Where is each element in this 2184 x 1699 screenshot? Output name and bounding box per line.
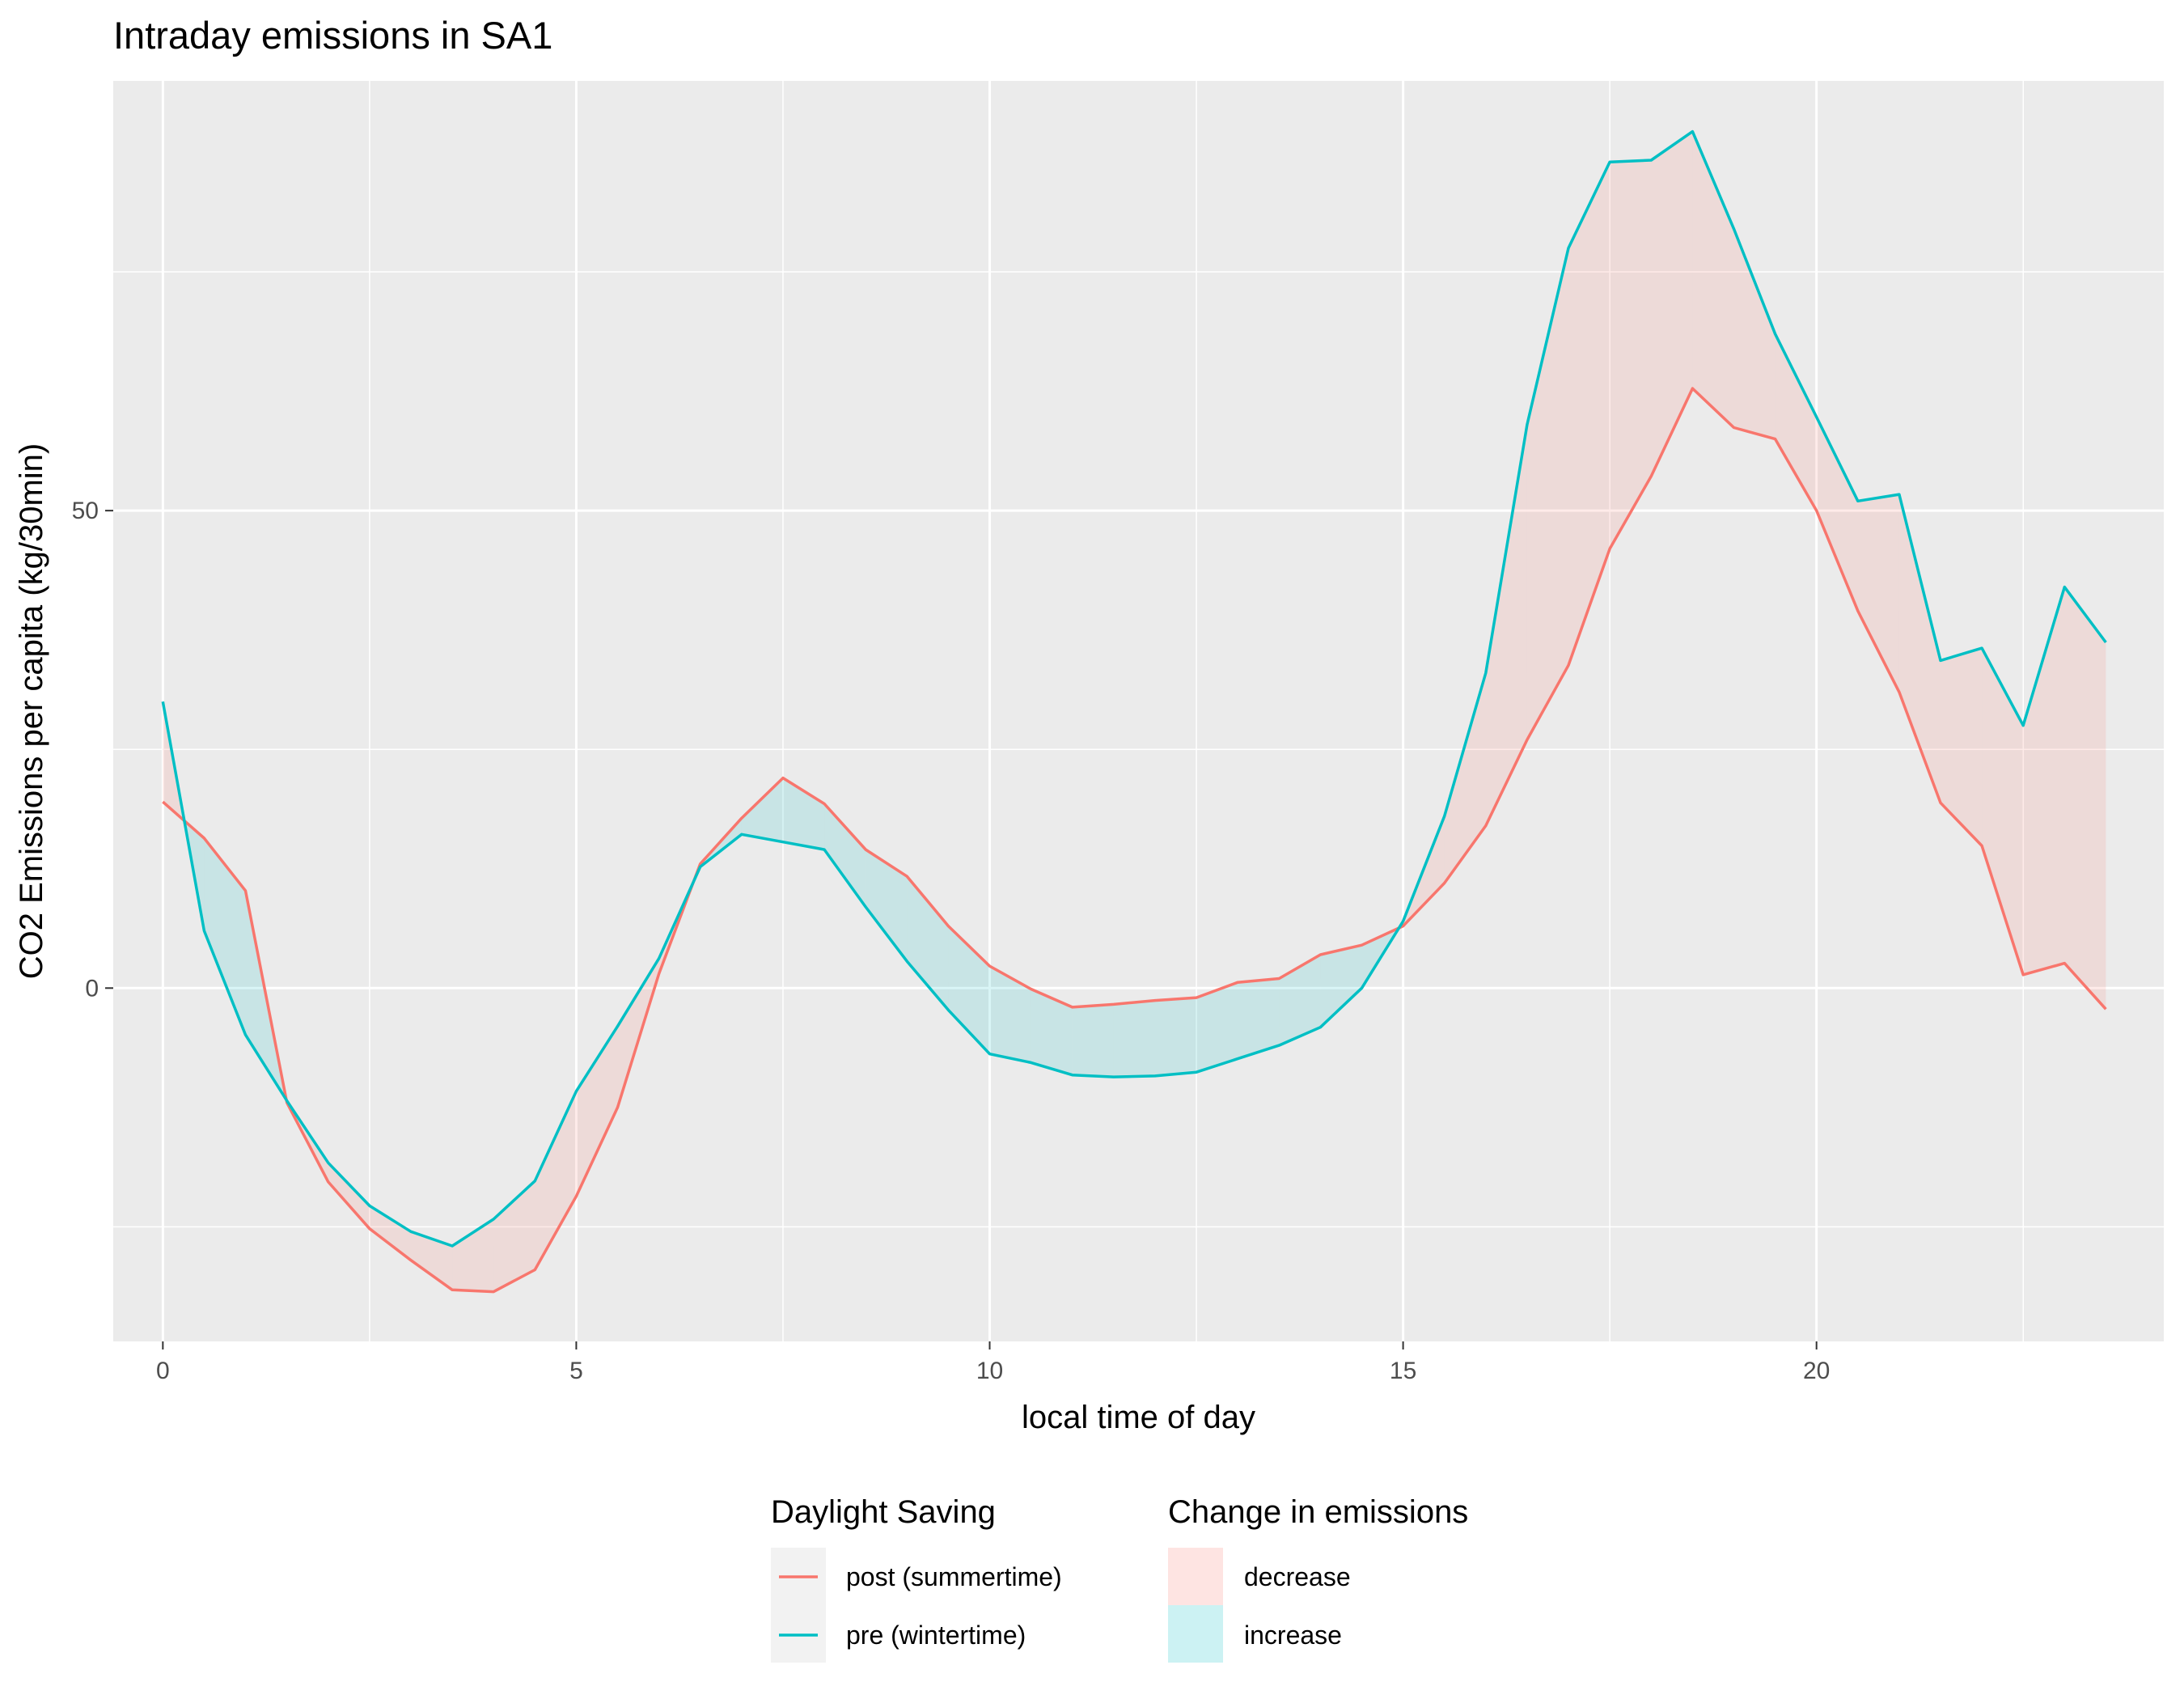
chart-title: Intraday emissions in SA1 — [113, 14, 552, 57]
legend-label-pre: pre (wintertime) — [846, 1621, 1026, 1650]
ribbon-increase — [741, 777, 783, 842]
legend-keys-background — [771, 1548, 826, 1663]
ribbon-increase — [866, 850, 908, 962]
legend-label-post: post (summertime) — [846, 1562, 1062, 1591]
ribbon-increase — [1196, 982, 1238, 1073]
grid-major — [113, 81, 2164, 1341]
ribbon-decrease — [535, 1091, 577, 1270]
ribbon-increase — [204, 838, 246, 1036]
y-tick-label: 50 — [72, 498, 99, 524]
ribbon-decrease — [1941, 648, 1983, 846]
legend-title-change: Change in emissions — [1168, 1494, 1468, 1530]
legend-change-in-emissions: Change in emissions decrease increase — [1168, 1494, 1468, 1663]
ribbon-decrease — [1444, 672, 1486, 883]
x-tick-label: 15 — [1390, 1358, 1416, 1384]
ribbon-decrease — [369, 1205, 411, 1260]
x-tick-label: 0 — [156, 1358, 170, 1384]
ribbon-decrease — [1733, 228, 1776, 439]
ribbon-increase — [1113, 1000, 1155, 1078]
series-line-post — [162, 387, 2107, 1294]
ribbon-increase — [1238, 978, 1280, 1059]
legend-key-increase — [1168, 1605, 1223, 1663]
ribbon-decrease — [1816, 417, 1858, 612]
ribbon-increase — [1072, 1004, 1114, 1078]
ribbon-increase — [1154, 998, 1197, 1076]
y-axis-title: CO2 Emissions per capita (kg/30min) — [14, 443, 49, 979]
ribbon-decrease — [576, 1026, 618, 1197]
series-line-pre — [161, 129, 2107, 1248]
ribbon-decrease — [1898, 494, 1941, 803]
ribbon-decrease — [1568, 162, 1610, 666]
x-axis-title: local time of day — [1022, 1400, 1255, 1435]
ribbon-decrease — [2023, 587, 2065, 975]
ribbon-decrease — [452, 1218, 494, 1292]
ribbon-decrease — [411, 1231, 453, 1290]
x-tick-label: 20 — [1803, 1358, 1830, 1384]
ribbon-decrease — [1610, 160, 1652, 549]
ribbon-decrease — [1982, 648, 2024, 975]
ribbon-increase — [907, 876, 949, 1011]
legend-daylight-saving: Daylight Saving post (summertime) pre (w… — [771, 1494, 1062, 1663]
series-lines — [161, 129, 2107, 1294]
x-tick-label: 10 — [976, 1358, 1003, 1384]
ribbon-decrease — [493, 1180, 535, 1292]
plot-panel — [113, 81, 2164, 1341]
ribbon-decrease — [328, 1163, 370, 1229]
legend-label-decrease: decrease — [1244, 1562, 1351, 1591]
ribbon-increase — [1320, 945, 1362, 1027]
grid-minor — [113, 81, 2164, 1341]
x-axis-ticks: 0 5 10 15 20 — [156, 1341, 1830, 1384]
y-tick-label: 0 — [85, 975, 99, 1002]
legend-title-daylight-saving: Daylight Saving — [771, 1494, 996, 1530]
ribbon-increase — [1031, 989, 1073, 1075]
ribbon-decrease — [1775, 333, 1817, 511]
ribbon-decrease — [1526, 248, 1568, 740]
ribbon-increase — [783, 777, 825, 850]
y-axis-ticks: 0 50 — [72, 498, 113, 1002]
ribbon-increase — [989, 966, 1031, 1063]
ribbon-decrease — [1651, 131, 1693, 477]
legend-key-decrease — [1168, 1548, 1223, 1605]
ribbon-decrease — [1485, 424, 1527, 826]
ribbon-increase — [824, 803, 866, 907]
ribbon-increase — [1279, 955, 1321, 1046]
ribbon-decrease — [1857, 494, 1899, 693]
x-tick-label: 5 — [569, 1358, 583, 1384]
ribbon-decrease — [2064, 587, 2106, 1010]
legend-label-increase: increase — [1244, 1621, 1342, 1650]
